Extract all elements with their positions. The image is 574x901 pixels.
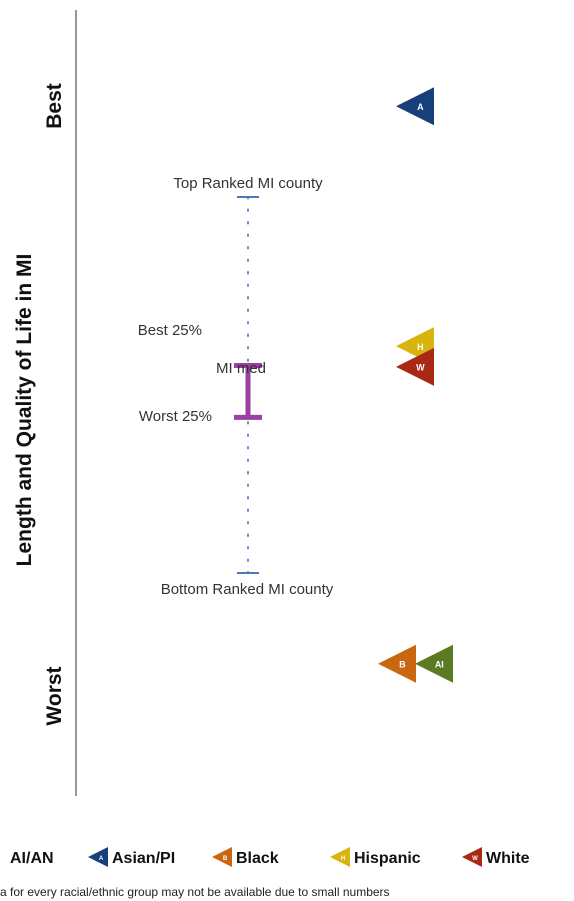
county-range (234, 196, 262, 574)
ai-an-marker (415, 644, 453, 683)
legend-asian-pi-label: Asian/PI (112, 850, 175, 867)
best25-label: Best 25% (138, 322, 202, 339)
legend-hispanic-label: Hispanic (354, 850, 421, 867)
group-markers: AI A B H W (378, 87, 453, 683)
legend-white-icon-letter: W (472, 856, 478, 862)
white-marker-letter: W (416, 363, 425, 373)
legend-hispanic-icon (330, 847, 350, 867)
ai-an-marker-letter: AI (435, 660, 444, 670)
legend-white-icon (462, 847, 482, 867)
legend-white-label: White (486, 850, 530, 867)
legend-hispanic-icon-letter: H (341, 856, 345, 862)
median-label: MI med (216, 360, 266, 377)
top-county-label: Top Ranked MI county (173, 175, 323, 192)
legend-black-icon-letter: B (223, 856, 228, 862)
black-marker-letter: B (399, 660, 406, 670)
y-end-label-worst: Worst (43, 666, 66, 725)
legend-asian-pi-icon (88, 847, 108, 867)
hispanic-marker-letter: H (417, 342, 424, 352)
asian-pi-marker-letter: A (417, 102, 424, 112)
legend-ai-an-label: AI/AN (10, 850, 54, 867)
y-end-label-best: Best (43, 83, 66, 129)
worst25-label: Worst 25% (139, 408, 212, 425)
legend: AI/AN A Asian/PI B Black H Hispanic W White (10, 847, 530, 867)
y-axis-title: Length and Quality of Life in MI (13, 254, 36, 567)
legend-black-label: Black (236, 850, 279, 867)
footnote: a for every racial/ethnic group may not … (0, 885, 390, 899)
bottom-county-label: Bottom Ranked MI county (161, 581, 334, 598)
legend-black-icon (212, 847, 232, 867)
asian-pi-marker (396, 87, 434, 126)
white-marker (396, 347, 434, 386)
black-marker (378, 644, 416, 683)
legend-asian-pi-icon-letter: A (99, 856, 104, 862)
